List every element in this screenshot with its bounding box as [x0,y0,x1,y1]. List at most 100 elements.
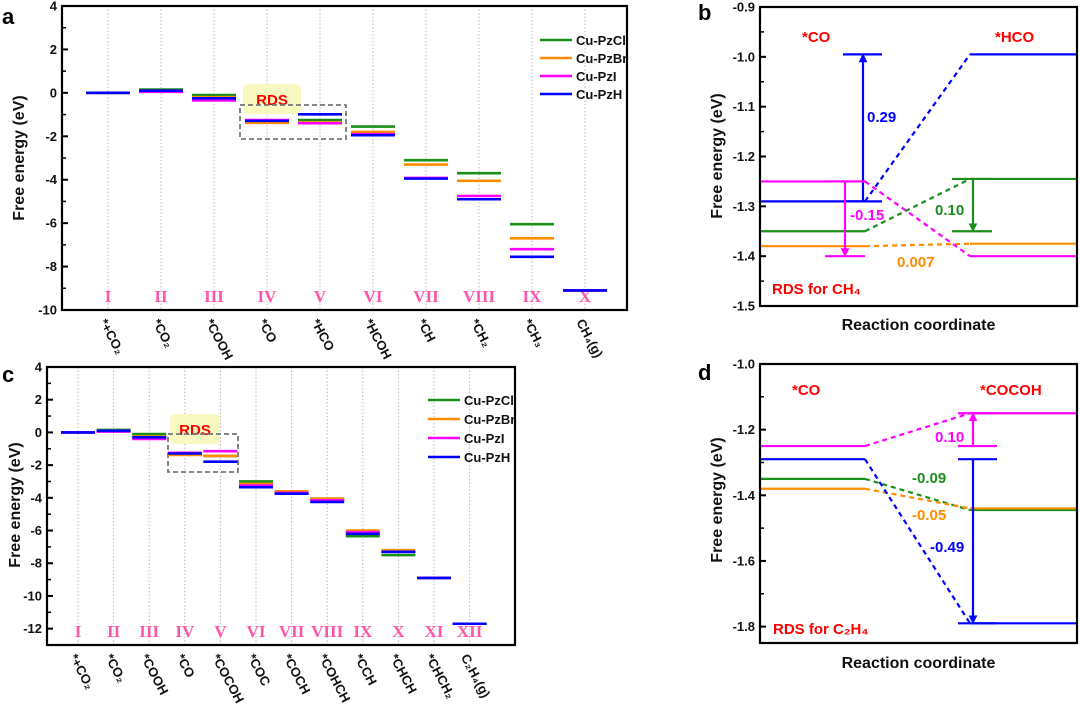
state-label: *CO [792,382,821,399]
stage-label: *COOH [138,651,172,697]
y-tick-label: -0.9 [733,0,755,15]
rds-label-box [170,414,220,444]
y-tick-label: -1.3 [733,199,755,214]
rds-label-box [243,84,301,114]
energy-difference-label: 0.007 [897,254,935,271]
stage-number: IV [175,622,195,641]
stage-label: *COC [244,651,273,689]
stage-label: *COCH [280,651,314,696]
legend-label: Cu-PzBr [576,51,627,66]
y-tick-label: 2 [50,42,57,57]
y-tick-label: -10 [23,588,42,603]
stage-label: *CHCH₂ [422,651,458,701]
y-tick-label: -2 [30,458,42,473]
legend-label: Cu-PzH [464,450,510,465]
y-tick-label: -10 [38,303,57,318]
stage-label: *HCO [308,316,337,353]
stage-number: I [75,622,82,641]
y-axis-label: Free energy (eV) [7,442,24,567]
y-tick-label: -4 [30,490,42,505]
stage-label: *CO₂ [149,316,177,350]
stage-number: II [154,287,168,306]
energy-difference-label: 0.10 [935,429,964,446]
y-tick-label: -8 [30,556,42,571]
stage-number: IX [353,622,373,641]
y-tick-label: -2 [45,129,57,144]
connector-cu-pzh [864,458,971,624]
y-tick-label: -1.5 [733,299,755,314]
stage-label: *CO₂ [102,651,130,685]
stage-label: *CH₂ [467,316,494,349]
legend-label: Cu-PzBr [464,412,515,427]
rds-label: RDS [256,92,288,109]
stage-label: *CO [173,651,198,680]
energy-difference-label: -0.05 [912,507,946,524]
stage-label: *COCOH [209,651,247,705]
panel-b: b -0.9 -1.0 -1.1 -1.2 -1.3 -1.4 -1.5 Free energy… [698,0,1079,334]
plot-frame [60,4,629,312]
y-tick-label: -8 [45,259,57,274]
y-tick-label: -1.2 [733,422,755,437]
state-label: *HCO [995,29,1035,46]
y-tick-label: -1.0 [733,357,755,372]
energy-difference-label: -0.15 [850,207,884,224]
panel-a: a 4 2 0 -2 -4 -6 -8 -10 Free energy (eV) I *+CO₂ II *… [2,0,629,362]
state-label: *COCOH [980,382,1042,399]
plot-frame [758,362,1079,645]
connector-cu-pzcl [864,177,971,233]
legend-label: Cu-PzI [464,431,504,446]
stage-number: VIII [463,287,496,306]
panel-d: d -1.0 -1.2 -1.4 -1.6 -1.8 Free energy (eV) *CO… [698,357,1079,672]
y-axis-label: Free energy (eV) [709,93,726,218]
energy-difference-label: 0.29 [867,109,896,126]
stage-label: *CCH [351,651,380,687]
y-axis-label: Free energy (eV) [11,95,28,220]
stage-number: IV [258,287,278,306]
y-tick-label: -4 [45,172,57,187]
stage-label: *COHCH [316,651,354,705]
y-tick-label: -1.6 [733,553,755,568]
energy-difference-label: -0.49 [930,539,964,556]
y-tick-label: -6 [30,523,42,538]
panel-label: a [2,4,15,29]
stage-number: X [392,622,405,641]
stage-label: C₂H₄(g) [458,651,493,700]
stage-label: *CHCH [387,651,420,696]
stage-label: *+CO₂ [66,651,97,692]
panel-label: d [698,360,711,385]
stage-number: VIII [311,622,344,641]
stage-number: III [139,622,159,641]
connector-cu-pzi [864,180,971,258]
y-tick-label: 2 [35,392,42,407]
y-tick-label: -6 [45,216,57,231]
stage-label: *CH₃ [520,316,547,349]
stage-number: V [314,287,327,306]
stage-number: VII [413,287,439,306]
stage-number: V [214,622,227,641]
panel-label: c [2,362,14,387]
connector-cu-pzbr [864,487,971,510]
y-tick-label: -12 [23,621,42,636]
stage-label: *+CO₂ [96,316,127,357]
stage-number: VI [247,622,266,641]
y-tick-label: -1.2 [733,149,755,164]
y-tick-label: -1.4 [733,249,756,264]
x-axis-label: Reaction coordinate [842,317,996,334]
stage-number: I [105,287,112,306]
connector-cu-pzi [864,412,971,448]
panel-c: c 4 2 0 -2 -4 -6 -8 -10 -12 Free energy (eV) I *+CO₂… [2,360,517,706]
y-tick-label: 0 [50,85,57,100]
energy-difference-label: -0.09 [912,470,946,487]
stage-number: IX [523,287,543,306]
energy-difference-label: 0.10 [935,202,964,219]
y-tick-label: 4 [35,360,43,375]
rds-note: RDS for CH₄ [772,281,861,298]
stage-number: II [107,622,121,641]
stage-label: *HCOH [361,316,395,361]
y-tick-label: -1.0 [733,49,755,64]
stage-label: CH₄(g) [573,316,606,360]
stage-number: XII [457,622,483,641]
plot-frame [758,5,1079,308]
stage-number: VII [279,622,305,641]
